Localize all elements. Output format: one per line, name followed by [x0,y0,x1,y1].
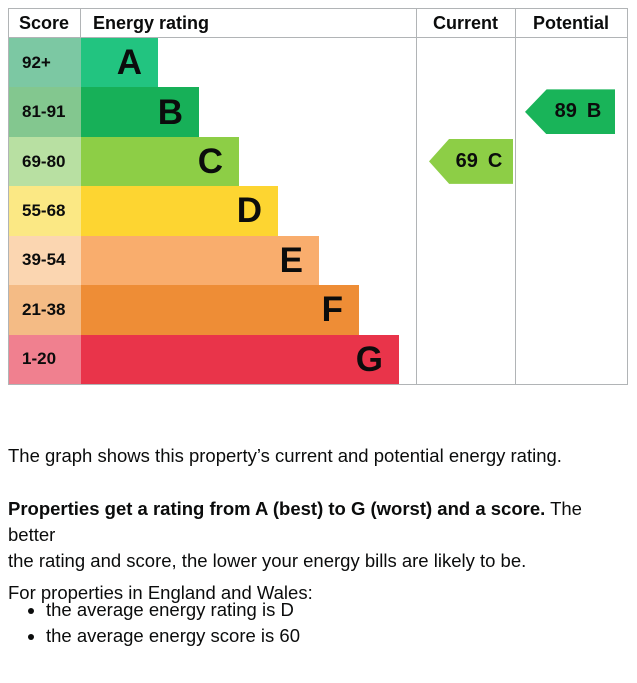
rating-bar-f: F [81,285,359,335]
epc-rating-chart: Score Energy rating Current Potential 92… [8,8,628,385]
bar-area-g: G [81,334,627,384]
score-range-d: 55-68 [9,186,81,236]
rating-bar-g: G [81,334,399,384]
rating-bar-a: A [81,38,158,88]
bar-area-c: C [81,136,627,187]
rating-bar-c: C [81,136,239,187]
current-score-value: 69 [455,149,478,172]
header-energy-rating: Energy rating [93,12,210,33]
graph-description-text: The graph shows this property’s current … [8,444,562,466]
band-row-g: 1-20 G [9,334,627,384]
band-row-e: 39-54 E [9,235,627,286]
rating-bar-b: B [81,87,199,137]
score-range-a: 92+ [9,38,81,88]
bar-area-a: A [81,38,627,88]
bullet-item: the average energy rating is D [46,597,624,623]
potential-score-value: 89 [554,100,577,123]
potential-rating-letter: B [586,100,602,123]
rating-letter-f: F [321,290,343,330]
score-range-b: 81-91 [9,87,81,137]
band-row-c: 69-80 C [9,136,627,187]
bar-area-f: F [81,285,627,335]
rating-letter-c: C [197,142,223,182]
rating-letter-b: B [157,92,183,132]
current-rating-letter: C [487,149,503,172]
band-row-f: 21-38 F [9,285,627,335]
rating-bar-d: D [81,186,278,236]
chart-header-row: Score Energy rating Current Potential [9,9,627,38]
bar-area-b: B [81,87,627,137]
rating-letter-a: A [116,43,142,83]
divider-current-column [416,9,417,384]
bar-area-d: D [81,186,627,236]
score-range-e: 39-54 [9,235,81,286]
header-current: Current [432,12,498,33]
header-potential: Potential [532,12,609,33]
score-range-f: 21-38 [9,285,81,335]
england-wales-intro-text: For properties in England and Wales: [8,581,313,603]
score-range-c: 69-80 [9,136,81,187]
rating-explanation-bold: Properties get a rating from A (best) to… [8,497,546,519]
band-rows: 92+ A 81-91 B 69-80 C 55-68 D 39-54 E 21-38 F 1-20 G [9,38,627,384]
bar-area-e: E [81,235,627,286]
rating-letter-g: G [355,339,383,379]
rating-explanation-rest: The better [8,497,582,545]
rating-explanation-line2: the rating and score, the lower your ene… [8,549,527,571]
average-stats-list: the average energy rating is Dthe averag… [8,597,624,649]
rating-letter-d: D [236,191,262,231]
header-score: Score [9,9,81,37]
rating-bar-e: E [81,235,319,286]
band-row-b: 81-91 B [9,87,627,137]
potential-rating-arrow: 89 B [525,89,615,135]
band-row-a: 92+ A [9,38,627,88]
divider-potential-column [515,9,516,384]
band-row-d: 55-68 D [9,186,627,236]
bullet-list: the average energy rating is Dthe averag… [8,597,624,649]
current-rating-arrow: 69 C [429,138,513,184]
rating-letter-e: E [279,240,303,280]
bullet-item: the average energy score is 60 [46,623,624,649]
rating-explanation-text: Properties get a rating from A (best) to… [8,496,624,574]
score-range-g: 1-20 [9,334,81,384]
